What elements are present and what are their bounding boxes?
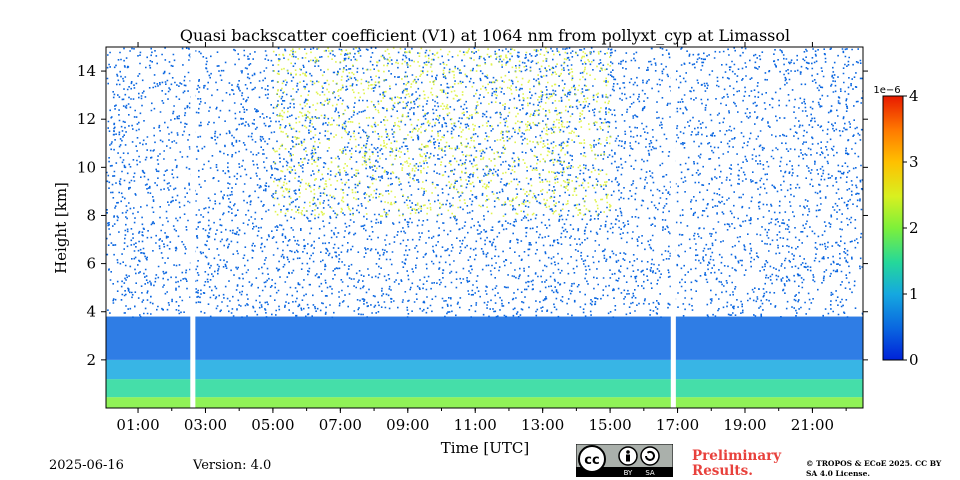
colorbar-tick-label: 4 bbox=[909, 87, 919, 105]
x-tick-label: 07:00 bbox=[319, 416, 362, 434]
data-gap bbox=[670, 47, 676, 408]
x-tick-label: 17:00 bbox=[656, 416, 699, 434]
cc-by-sa-badge[interactable]: cc BY SA bbox=[576, 444, 673, 477]
y-axis: 2 4 6 8 10 12 14 bbox=[77, 62, 868, 369]
x-tick-label: 11:00 bbox=[454, 416, 497, 434]
colorbar-ticks: 0 1 2 3 4 bbox=[903, 87, 919, 369]
y-tick-label: 2 bbox=[86, 351, 96, 369]
colorbar-tick-label: 0 bbox=[909, 351, 919, 369]
x-axis: 01:00 03:00 05:00 07:00 09:00 11:00 13:00 15:00… bbox=[116, 42, 847, 434]
footer-date: 2025-06-16 bbox=[49, 458, 124, 473]
x-tick-label: 13:00 bbox=[521, 416, 564, 434]
cc-icon-text: cc bbox=[584, 453, 599, 468]
aerosol-layer bbox=[106, 359, 863, 380]
y-tick-label: 6 bbox=[86, 255, 96, 273]
y-tick-label: 8 bbox=[86, 206, 96, 224]
chart-title: Quasi backscatter coefficient (V1) at 10… bbox=[180, 26, 790, 45]
x-tick-label: 09:00 bbox=[386, 416, 429, 434]
x-tick-label: 01:00 bbox=[116, 416, 159, 434]
colorbar-tick-label: 1 bbox=[909, 285, 919, 303]
y-axis-label: Height [km] bbox=[52, 182, 70, 274]
plot-frame bbox=[105, 46, 864, 409]
x-tick-label: 15:00 bbox=[588, 416, 631, 434]
aerosol-layer bbox=[106, 379, 863, 398]
y-tick-label: 14 bbox=[77, 62, 96, 80]
data-gap bbox=[190, 47, 196, 408]
plot-area bbox=[106, 47, 863, 408]
x-axis-label: Time [UTC] bbox=[441, 439, 530, 457]
preliminary-results-note: Preliminary Results. bbox=[692, 448, 782, 479]
license-note: © TROPOS & ECoE 2025. CC BY SA 4.0 Licen… bbox=[806, 459, 942, 478]
colorbar-exponent-label: 1e−6 bbox=[873, 85, 900, 96]
aerosol-layer bbox=[106, 316, 863, 360]
sa-icon bbox=[640, 446, 660, 466]
colorbar-tick-label: 3 bbox=[909, 153, 919, 171]
aerosol-layer bbox=[106, 397, 863, 408]
y-tick-label: 10 bbox=[77, 158, 96, 176]
by-label: BY bbox=[624, 469, 633, 477]
y-tick-label: 12 bbox=[77, 110, 96, 128]
y-tick-label: 4 bbox=[86, 303, 96, 321]
colorbar-tick-label: 2 bbox=[909, 219, 919, 237]
colorbar-gradient bbox=[882, 95, 904, 361]
x-tick-label: 03:00 bbox=[184, 416, 227, 434]
cc-icon bbox=[578, 445, 606, 473]
x-tick-label: 21:00 bbox=[791, 416, 834, 434]
x-tick-label: 05:00 bbox=[251, 416, 294, 434]
sa-label: SA bbox=[645, 469, 655, 477]
colorbar: 1e−6 0 1 2 3 4 bbox=[873, 85, 918, 369]
aerosol-layers bbox=[106, 316, 863, 408]
footer-version: Version: 4.0 bbox=[193, 458, 272, 473]
data-gaps bbox=[190, 47, 676, 408]
x-tick-label: 19:00 bbox=[723, 416, 766, 434]
